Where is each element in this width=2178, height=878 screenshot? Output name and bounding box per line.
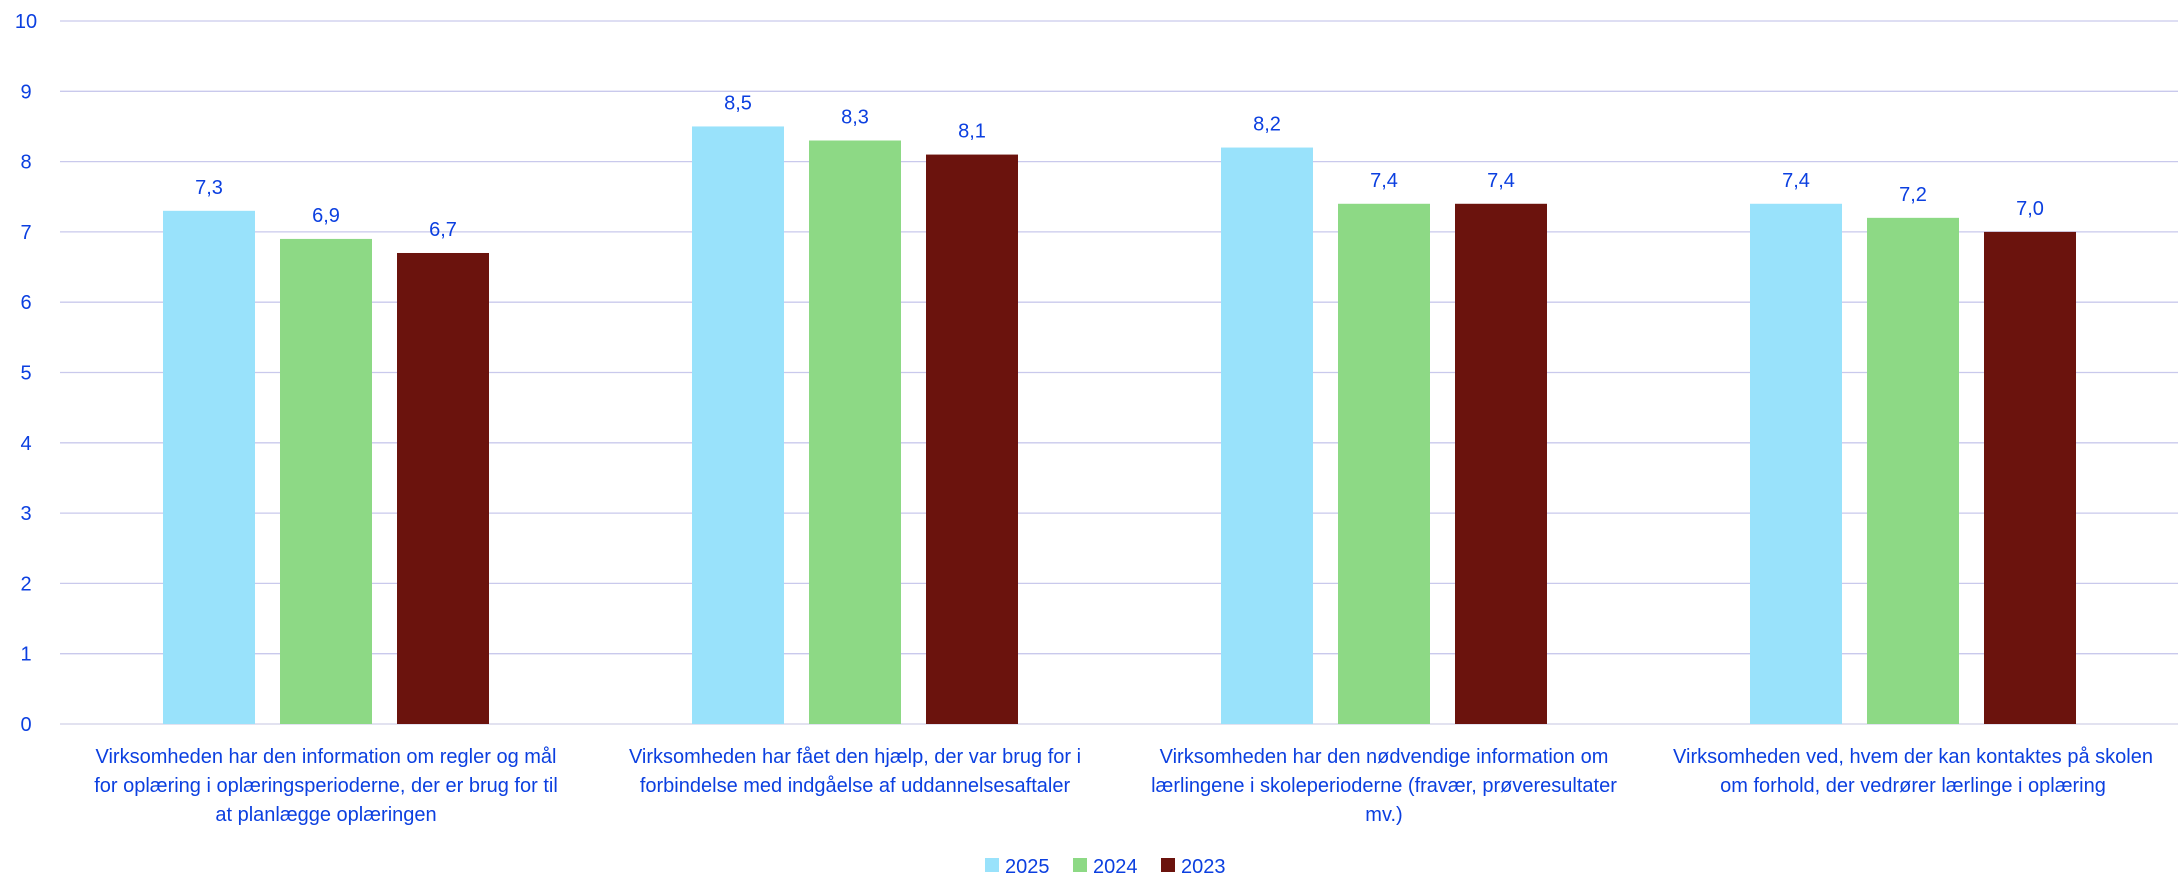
data-label: 8,2 — [1253, 114, 1281, 136]
category-label-line: Virksomheden ved, hvem der kan kontaktes… — [1673, 746, 2153, 768]
y-tick-label: 10 — [15, 11, 37, 33]
y-tick-label: 9 — [20, 81, 31, 103]
category-label-line: at planlægge oplæringen — [215, 804, 436, 826]
category-label-line: Virksomheden har den nødvendige informat… — [1160, 746, 1609, 768]
y-tick-label: 4 — [20, 433, 31, 455]
bar-2023-4 — [1984, 231, 2076, 724]
bar-2024-3 — [1338, 203, 1430, 724]
legend-swatch-2024 — [1073, 858, 1087, 872]
legend-label-2025: 2025 — [1005, 856, 1050, 878]
bar-2024-1 — [280, 238, 372, 724]
category-label: Virksomheden har den nødvendige informat… — [1151, 746, 1617, 826]
legend-swatch-2025 — [985, 858, 999, 872]
data-label: 8,5 — [724, 92, 752, 114]
legend-label-2024: 2024 — [1093, 856, 1138, 878]
data-label: 8,3 — [841, 107, 869, 129]
category-label: Virksomheden har den information om regl… — [94, 746, 558, 826]
data-label: 7,4 — [1782, 170, 1810, 192]
bar-2023-1 — [397, 252, 489, 725]
x-axis-category-labels: Virksomheden har den information om regl… — [94, 746, 2153, 826]
category-label-line: om forhold, der vedrører lærlinge i oplæ… — [1720, 775, 2106, 797]
data-label: 7,0 — [2016, 198, 2044, 220]
y-tick-label: 0 — [20, 714, 31, 736]
bar-2024-2 — [809, 140, 901, 724]
y-tick-label: 6 — [20, 292, 31, 314]
bar-2024-4 — [1867, 217, 1959, 724]
bar-2025-1 — [163, 210, 255, 724]
category-label-line: mv.) — [1365, 804, 1402, 826]
y-axis-ticks: 0 1 2 3 4 5 6 7 8 9 10 — [15, 11, 37, 736]
bar-2023-3 — [1455, 203, 1547, 724]
data-label: 7,2 — [1899, 184, 1927, 206]
y-tick-label: 1 — [20, 644, 31, 666]
y-tick-label: 8 — [20, 152, 31, 174]
data-label: 7,3 — [195, 177, 223, 199]
legend-swatch-2023 — [1161, 858, 1175, 872]
legend: 2025 2024 2023 — [985, 856, 1226, 878]
category-label-line: lærlingene i skoleperioderne (fravær, pr… — [1151, 775, 1617, 797]
gridlines — [60, 20, 2178, 725]
bar-2025-3 — [1221, 147, 1313, 725]
legend-label-2023: 2023 — [1181, 856, 1226, 878]
category-label: Virksomheden har fået den hjælp, der var… — [629, 746, 1081, 797]
data-label: 7,4 — [1487, 170, 1515, 192]
category-label: Virksomheden ved, hvem der kan kontaktes… — [1673, 746, 2153, 797]
category-label-line: for oplæring i oplæringsperioderne, der … — [94, 775, 558, 797]
y-tick-label: 7 — [20, 222, 31, 244]
category-label-line: Virksomheden har den information om regl… — [96, 746, 557, 768]
category-label-line: forbindelse med indgåelse af uddannelses… — [640, 775, 1071, 797]
y-tick-label: 5 — [20, 363, 31, 385]
category-label-line: Virksomheden har fået den hjælp, der var… — [629, 746, 1081, 768]
bar-2023-2 — [926, 154, 1018, 724]
bar-2025-2 — [692, 126, 784, 724]
data-label: 8,1 — [958, 121, 986, 143]
bars — [163, 126, 2076, 725]
data-labels: 7,3 8,5 8,2 7,4 6,9 8,3 7,4 7,2 6,7 8,1 7,4 7,0 — [195, 92, 2044, 241]
bar-2025-4 — [1750, 203, 1842, 724]
y-tick-label: 3 — [20, 503, 31, 525]
data-label: 6,7 — [429, 219, 457, 241]
y-tick-label: 2 — [20, 573, 31, 595]
data-label: 6,9 — [312, 205, 340, 227]
data-label: 7,4 — [1370, 170, 1398, 192]
